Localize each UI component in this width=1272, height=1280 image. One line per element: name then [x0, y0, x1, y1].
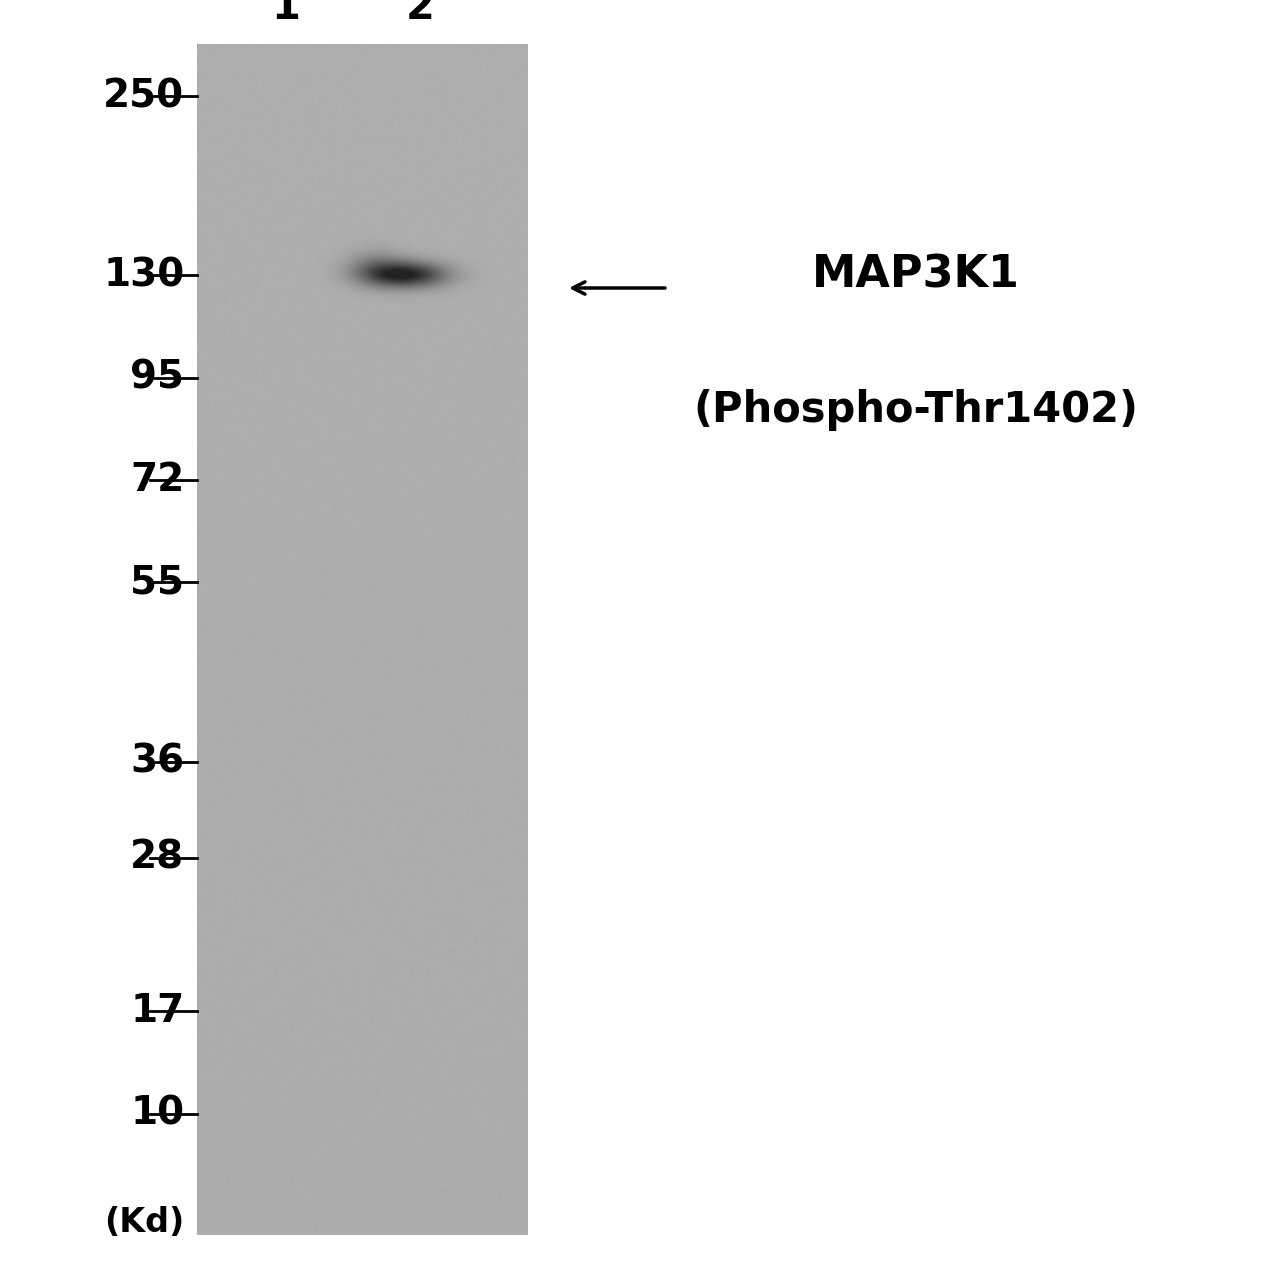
Text: 10: 10: [130, 1094, 184, 1133]
Text: 130: 130: [103, 256, 184, 294]
Text: 2: 2: [406, 0, 434, 28]
Text: 95: 95: [131, 358, 184, 397]
Text: 250: 250: [103, 77, 184, 115]
Text: 17: 17: [130, 992, 184, 1030]
Text: (Kd): (Kd): [104, 1206, 184, 1239]
Text: 28: 28: [130, 838, 184, 877]
Text: 36: 36: [130, 742, 184, 781]
Text: (Phospho-Thr1402): (Phospho-Thr1402): [693, 389, 1138, 430]
Text: 72: 72: [130, 461, 184, 499]
Text: 55: 55: [131, 563, 184, 602]
Text: 1: 1: [272, 0, 300, 28]
Text: MAP3K1: MAP3K1: [812, 253, 1020, 297]
